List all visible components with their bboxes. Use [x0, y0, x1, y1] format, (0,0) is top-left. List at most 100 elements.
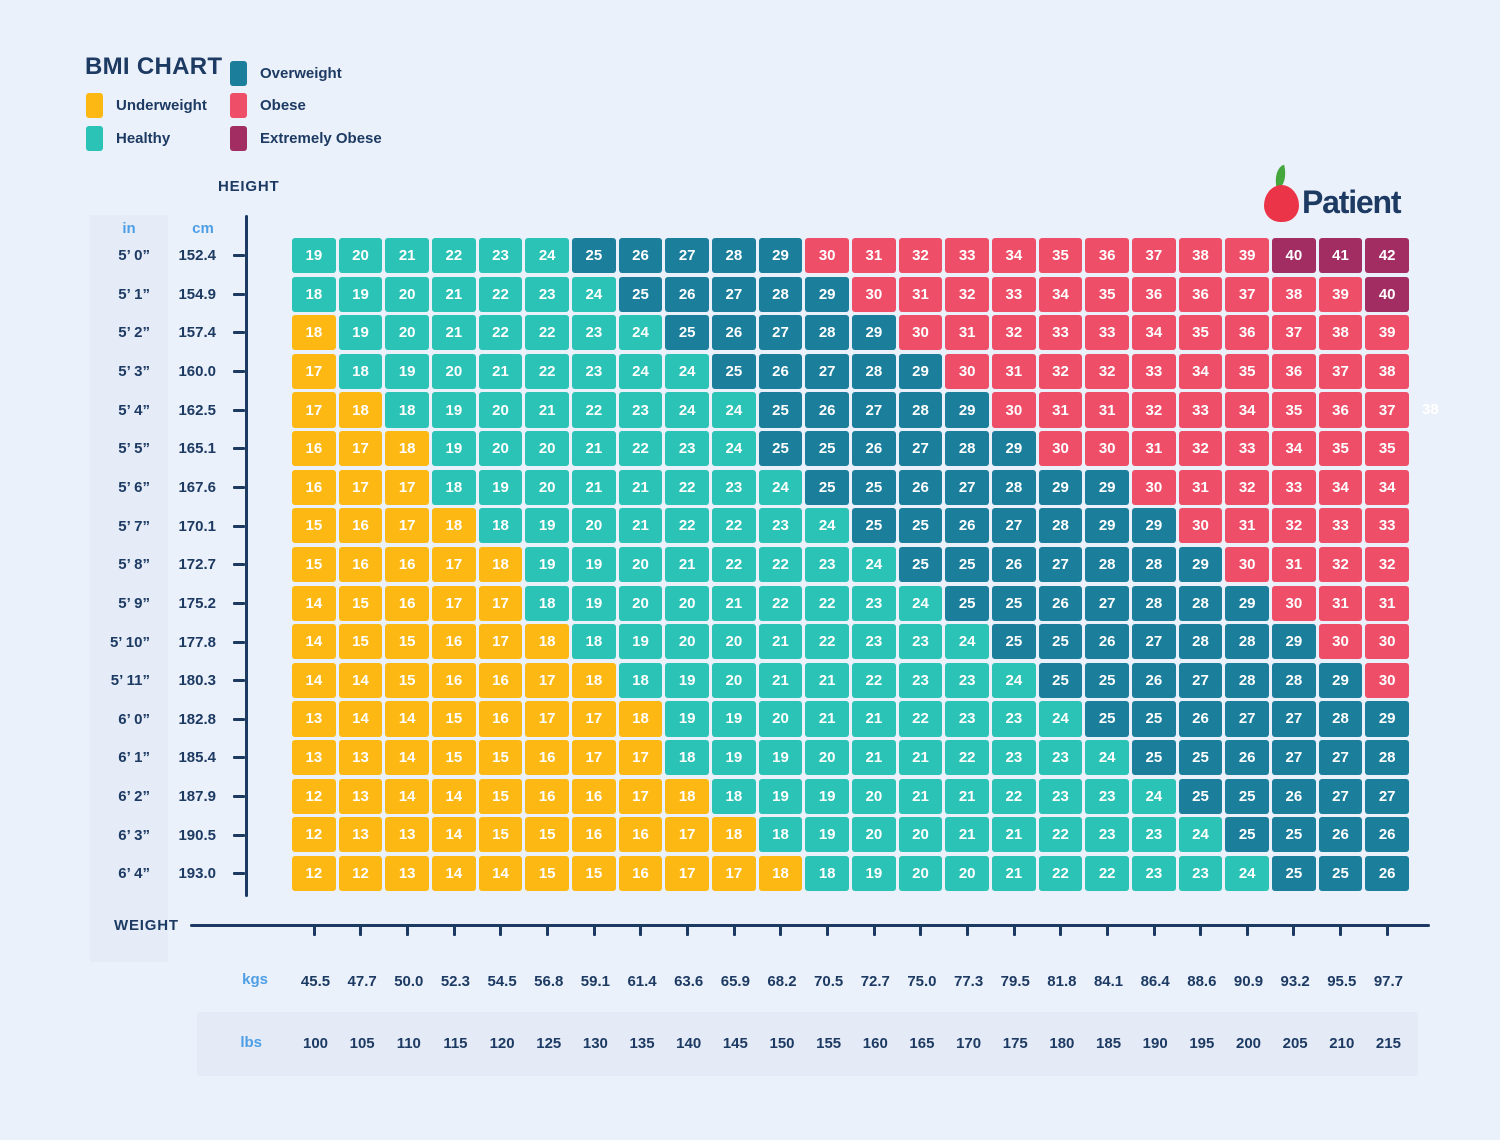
bmi-cell: 21 — [945, 817, 989, 853]
bmi-cell: 30 — [1178, 508, 1223, 544]
bmi-cell: 33 — [1272, 469, 1316, 505]
bmi-cell: 17 — [338, 431, 383, 467]
bmi-cell: 28 — [898, 392, 943, 428]
bmi-cell: 17 — [665, 855, 709, 891]
lbs-value: 175 — [1002, 1035, 1028, 1052]
bmi-cell: 19 — [432, 431, 476, 467]
bmi-cell: 40 — [1272, 238, 1316, 274]
kgs-values-row: 45.5 47.7 50.0 52.3 54.5 56.8 59.1 61.4 63.6 65.9… — [292, 972, 1409, 992]
height-cm-label: 193.0 — [178, 865, 216, 883]
bmi-grid: 19 20 21 22 23 24 25 26 27 28 29 30 31 32 33 34 35 36 37 38… — [292, 238, 1409, 891]
bmi-cell: 22 — [618, 431, 663, 467]
bmi-cell: 17 — [712, 855, 756, 891]
height-in-label: 5’ 8” — [118, 556, 150, 574]
bmi-cell: 15 — [385, 624, 429, 660]
bmi-cell: 32 — [1365, 546, 1409, 582]
height-tick — [233, 833, 245, 837]
bmi-cell: 25 — [1038, 624, 1083, 660]
bmi-cell: 38 — [1318, 315, 1363, 351]
weight-tick — [1152, 924, 1156, 936]
bmi-cell: 22 — [525, 353, 569, 389]
bmi-cell: 26 — [852, 431, 896, 467]
weight-tick — [592, 924, 596, 936]
bmi-cell: 16 — [618, 817, 663, 853]
bmi-cell: 26 — [712, 315, 756, 351]
weight-tick — [1339, 924, 1343, 936]
bmi-cell: 14 — [432, 817, 476, 853]
bmi-cell: 25 — [898, 546, 943, 582]
bmi-cell: 28 — [1225, 662, 1269, 698]
bmi-cell: 18 — [572, 624, 616, 660]
bmi-cell: 32 — [1085, 353, 1129, 389]
bmi-cell: 21 — [478, 353, 523, 389]
bmi-cell: 17 — [665, 817, 709, 853]
height-tick — [233, 795, 245, 799]
bmi-cell: 20 — [898, 855, 943, 891]
bmi-cell: 28 — [1132, 585, 1176, 621]
height-tick — [233, 679, 245, 683]
bmi-cell: 35 — [1178, 315, 1223, 351]
bmi-cell: 29 — [1132, 508, 1176, 544]
kgs-value: 97.7 — [1373, 973, 1404, 990]
bmi-cell: 36 — [1085, 238, 1129, 274]
bmi-cell: 32 — [1038, 353, 1083, 389]
kgs-value: 54.5 — [487, 973, 517, 990]
bmi-cell: 38 — [1272, 276, 1316, 312]
bmi-cell: 31 — [1132, 431, 1176, 467]
height-cm-label: 177.8 — [178, 633, 216, 651]
height-cm-label: 152.4 — [178, 247, 216, 264]
bmi-cell: 14 — [432, 855, 476, 891]
bmi-cell: 29 — [1178, 546, 1223, 582]
bmi-cell: 16 — [338, 508, 383, 544]
height-in-label: 5’ 3” — [118, 362, 150, 380]
bmi-cell: 17 — [618, 740, 663, 776]
bmi-cell: 20 — [758, 701, 803, 737]
bmi-cell: 39 — [1318, 276, 1363, 312]
bmi-cell: 23 — [1085, 778, 1129, 814]
bmi-cell: 33 — [1038, 315, 1083, 351]
bmi-cell: 24 — [618, 315, 663, 351]
bmi-cell: 20 — [852, 817, 896, 853]
bmi-cell: 26 — [665, 276, 709, 312]
lbs-value: 120 — [489, 1035, 515, 1052]
bmi-cell: 25 — [665, 315, 709, 351]
bmi-cell: 16 — [478, 662, 523, 698]
lbs-value: 115 — [443, 1035, 468, 1052]
bmi-cell: 31 — [1318, 585, 1363, 621]
bmi-cell: 19 — [758, 778, 803, 814]
bmi-cell: 26 — [618, 238, 663, 274]
bmi-cell: 27 — [992, 508, 1036, 544]
bmi-cell: 28 — [852, 353, 896, 389]
bmi-cell: 18 — [758, 855, 803, 891]
bmi-cell: 14 — [292, 624, 336, 660]
height-in-label: 6’ 0” — [118, 710, 150, 728]
legend-item-obese: Obese — [230, 92, 306, 118]
bmi-cell: 21 — [852, 701, 896, 737]
lbs-value: 150 — [769, 1035, 795, 1052]
height-tick — [233, 563, 245, 567]
bmi-cell: 15 — [478, 817, 523, 853]
bmi-cell: 25 — [1178, 740, 1223, 776]
bmi-cell: 29 — [1272, 624, 1316, 660]
lbs-values-row: 100 105 110 115 120 125 130 135 140 145 150 155 160 1… — [292, 1034, 1409, 1054]
bmi-cell: 24 — [1085, 740, 1129, 776]
height-axis-label: HEIGHT — [218, 178, 280, 195]
bmi-cell: 22 — [665, 508, 709, 544]
bmi-cell: 26 — [1272, 778, 1316, 814]
bmi-cell: 31 — [1225, 508, 1269, 544]
height-in-label: 5’ 9” — [118, 594, 150, 612]
bmi-cell: 27 — [1225, 701, 1269, 737]
bmi-cell: 30 — [1038, 431, 1083, 467]
legend-label: Underweight — [116, 96, 207, 114]
height-tick — [233, 524, 245, 528]
bmi-cell: 19 — [572, 585, 616, 621]
bmi-cell: 17 — [432, 546, 476, 582]
bmi-cell: 15 — [525, 855, 569, 891]
kgs-value: 72.7 — [860, 973, 890, 990]
bmi-cell: 24 — [898, 585, 943, 621]
legend-label: Healthy — [116, 129, 171, 147]
height-axis-line — [245, 215, 248, 897]
height-tick — [233, 872, 245, 876]
bmi-cell: 23 — [478, 238, 523, 274]
height-tick — [233, 640, 245, 644]
